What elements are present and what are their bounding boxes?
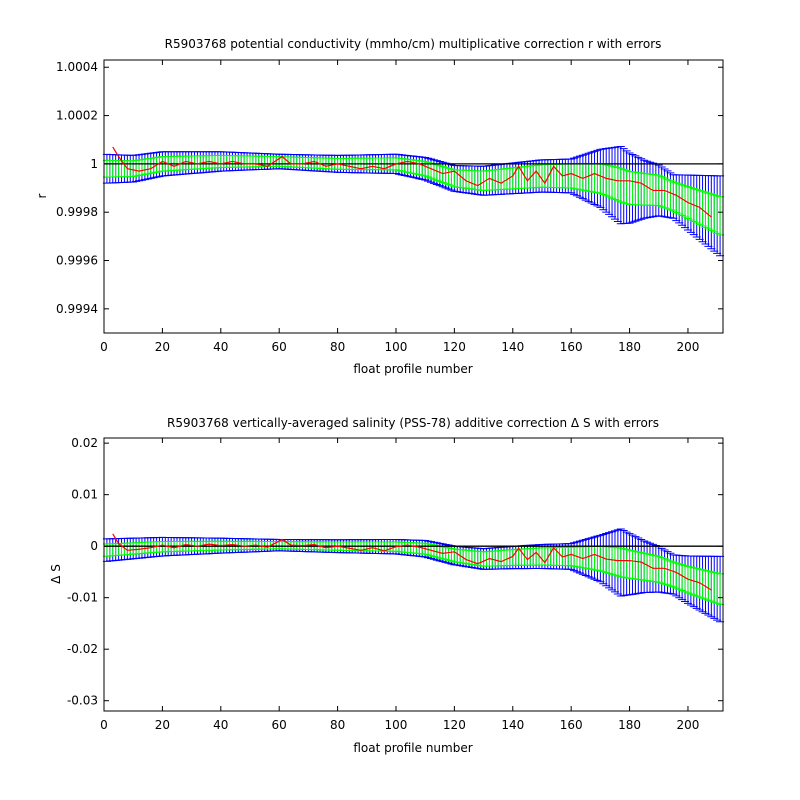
y-tick-label: 0.02 — [71, 436, 98, 450]
x-tick-label: 20 — [155, 718, 170, 732]
x-tick-label: 40 — [213, 340, 228, 354]
x-tick-label: 120 — [443, 718, 466, 732]
x-tick-label: 20 — [155, 340, 170, 354]
panel-title: R5903768 potential conductivity (mmho/cm… — [165, 37, 662, 51]
x-tick-label: 180 — [618, 340, 641, 354]
y-tick-label: -0.01 — [67, 591, 98, 605]
x-tick-label: 160 — [560, 718, 583, 732]
x-tick-label: 0 — [100, 718, 108, 732]
x-tick-label: 200 — [677, 340, 700, 354]
x-tick-label: 140 — [501, 718, 524, 732]
x-tick-label: 120 — [443, 340, 466, 354]
ticks: 0 20 40 60 80 100 120 140 160 180 200 -0.03 -0.02 -0.… — [67, 436, 723, 732]
correction-series-line — [112, 146, 712, 218]
y-tick-label: 0.9998 — [56, 205, 98, 219]
plot-content — [102, 528, 725, 623]
x-tick-label: 140 — [501, 340, 524, 354]
x-axis-label: float profile number — [353, 362, 472, 376]
x-tick-label: 80 — [330, 340, 345, 354]
x-tick-label: 180 — [618, 718, 641, 732]
y-axis-label: Δ S — [49, 564, 63, 584]
y-tick-label: 0.9994 — [56, 302, 98, 316]
x-tick-label: 160 — [560, 340, 583, 354]
x-tick-label: 100 — [385, 718, 408, 732]
x-tick-label: 0 — [100, 340, 108, 354]
panel-title: R5903768 vertically-averaged salinity (P… — [167, 416, 659, 430]
plot-content — [102, 145, 725, 257]
y-tick-label: 0.01 — [71, 488, 98, 502]
conductivity-correction-panel: R5903768 potential conductivity (mmho/cm… — [35, 37, 725, 376]
axes-frame — [103, 59, 724, 334]
y-axis-label: r — [35, 193, 49, 198]
x-tick-label: 80 — [330, 718, 345, 732]
inner-error-bars — [102, 154, 725, 236]
salinity-correction-panel: R5903768 vertically-averaged salinity (P… — [49, 416, 725, 755]
x-tick-label: 60 — [272, 718, 287, 732]
ticks: 0 20 40 60 80 100 120 140 160 180 200 0.9994 0.9996 0… — [56, 60, 723, 354]
y-tick-label: 1 — [90, 157, 98, 171]
correction-series-line — [112, 533, 712, 591]
x-tick-label: 60 — [272, 340, 287, 354]
y-tick-label: 1.0002 — [56, 109, 98, 123]
y-tick-label: 1.0004 — [56, 60, 98, 74]
x-axis-label: float profile number — [353, 741, 472, 755]
y-tick-label: 0 — [90, 539, 98, 553]
y-tick-label: 0.9996 — [56, 254, 98, 268]
x-tick-label: 200 — [677, 718, 700, 732]
y-tick-label: -0.03 — [67, 694, 98, 708]
x-tick-label: 40 — [213, 718, 228, 732]
axes-frame — [103, 437, 724, 712]
x-tick-label: 100 — [385, 340, 408, 354]
y-tick-label: -0.02 — [67, 642, 98, 656]
